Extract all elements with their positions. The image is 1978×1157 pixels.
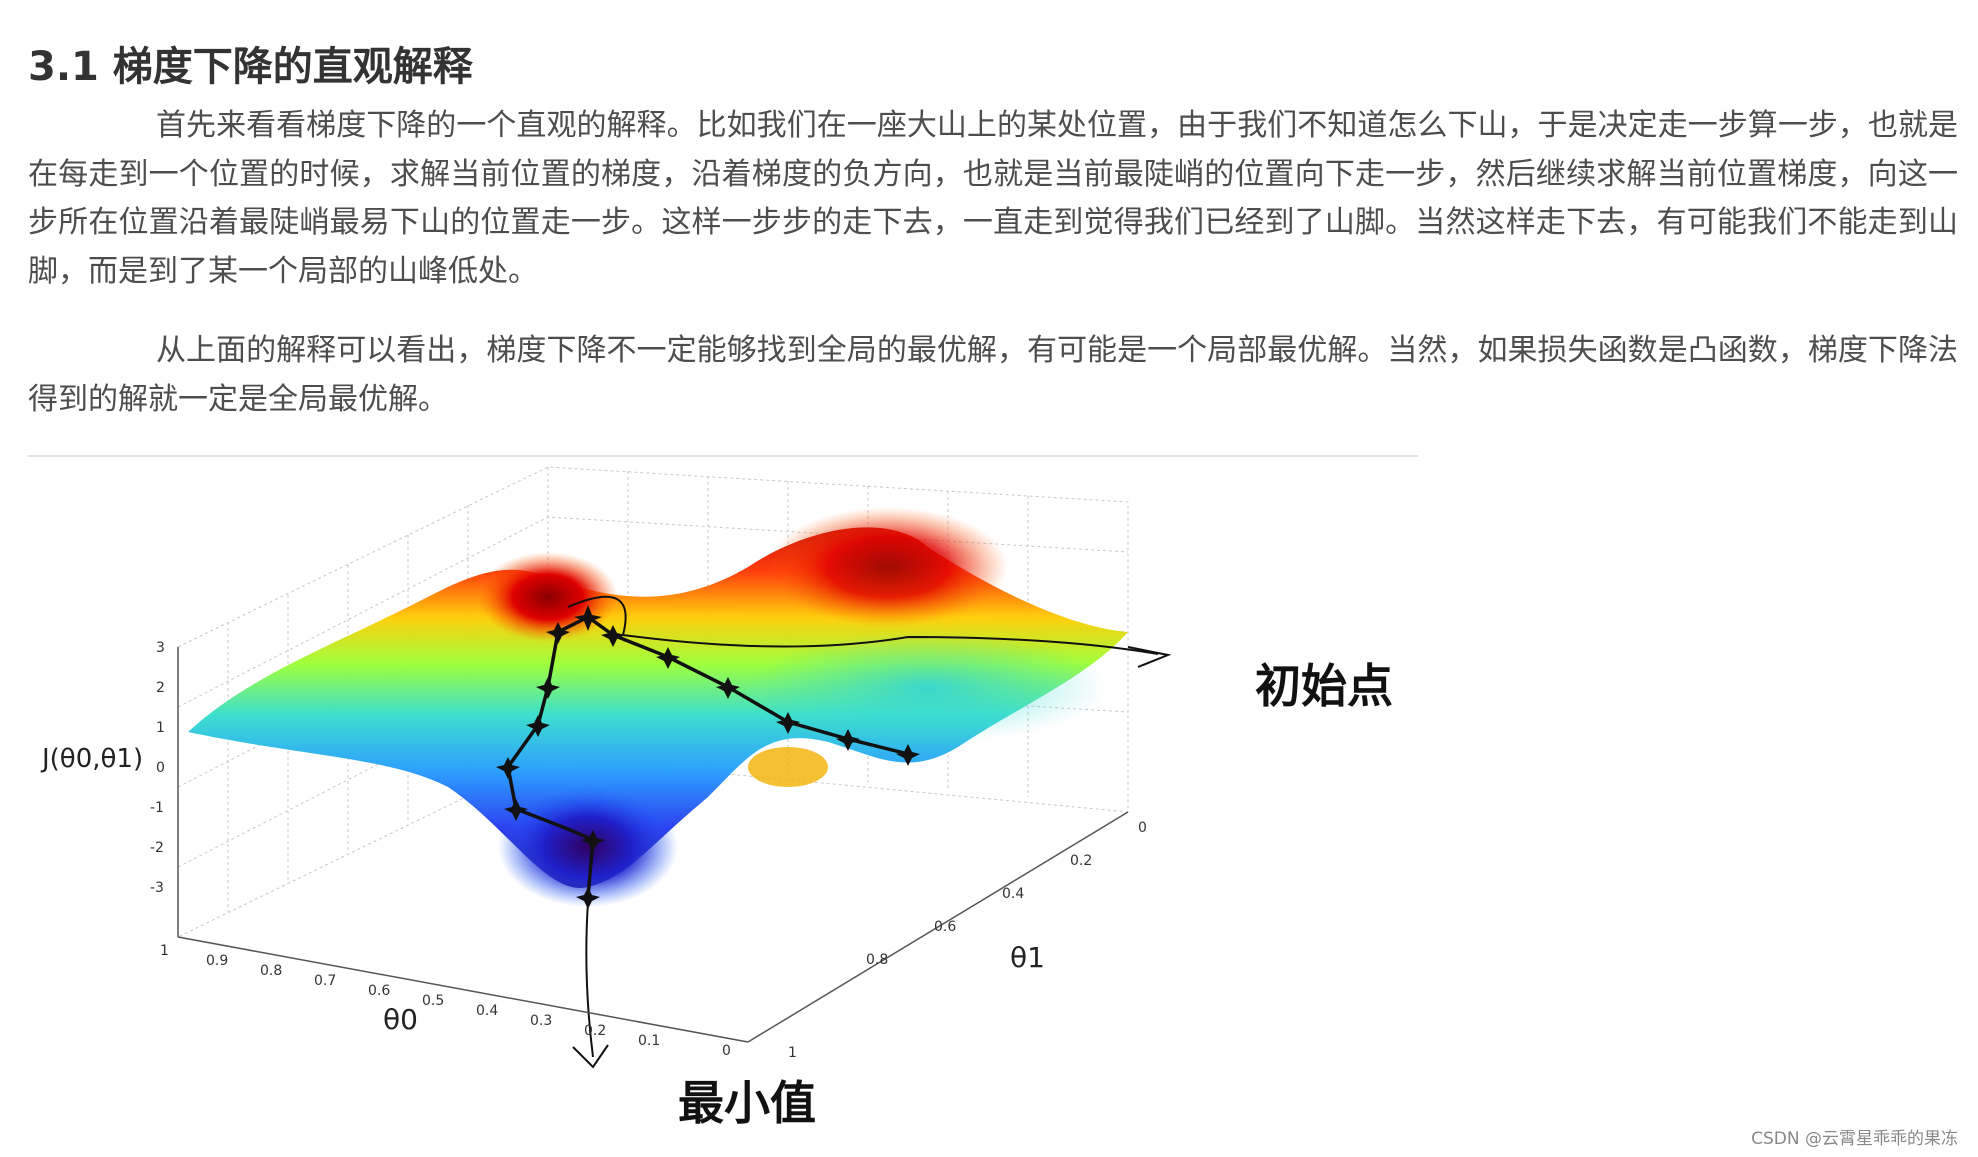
x-tick: 0.5 bbox=[422, 993, 444, 1009]
x-tick: 0.9 bbox=[206, 953, 228, 969]
y-tick: 0.8 bbox=[866, 952, 888, 968]
z-tick: 3 bbox=[156, 640, 165, 656]
x-tick: 0.6 bbox=[368, 983, 390, 999]
y-axis-label: θ1 bbox=[1010, 941, 1045, 974]
path-markers bbox=[496, 605, 920, 909]
z-axis-label: J(θ0,θ1) bbox=[40, 744, 143, 774]
x-tick: 0.2 bbox=[584, 1023, 606, 1039]
x-tick: 0.8 bbox=[260, 963, 282, 979]
paragraph-local-optimum: 从上面的解释可以看出，梯度下降不一定能够找到全局的最优解，有可能是一个局部最优解… bbox=[28, 333, 1958, 417]
y-tick: 0.6 bbox=[934, 919, 956, 935]
surface-plot: 3 2 1 0 -1 -2 -3 1 0.9 0.8 0.7 0.6 0.5 0… bbox=[40, 466, 1393, 1130]
z-tick: -1 bbox=[150, 800, 164, 816]
z-tick: 1 bbox=[156, 720, 165, 736]
x-tick: 0.1 bbox=[638, 1033, 660, 1049]
z-tick: 0 bbox=[156, 760, 165, 776]
minimum-arrow bbox=[572, 901, 609, 1069]
paragraph-intuition: 首先来看看梯度下降的一个直观的解释。比如我们在一座大山上的某处位置，由于我们不知… bbox=[28, 108, 1958, 289]
x-axis-label: θ0 bbox=[383, 1003, 418, 1036]
minimum-label: 最小值 bbox=[678, 1076, 816, 1130]
axis-lines bbox=[177, 647, 1129, 1043]
x-tick: 0.3 bbox=[530, 1013, 552, 1029]
y-tick: 1 bbox=[788, 1045, 797, 1061]
cost-surface bbox=[188, 507, 1128, 907]
x-tick: 0 bbox=[722, 1043, 731, 1059]
x-tick: 1 bbox=[160, 943, 169, 959]
z-tick: 2 bbox=[156, 680, 165, 696]
y-tick: 0 bbox=[1138, 820, 1147, 836]
divider bbox=[28, 455, 1418, 457]
watermark: CSDN @云霄星乖乖的果冻 bbox=[1751, 1129, 1958, 1149]
start-point-label: 初始点 bbox=[1255, 659, 1393, 713]
x-tick: 0.7 bbox=[314, 973, 336, 989]
x-tick: 0.4 bbox=[476, 1003, 498, 1019]
section-heading: 3.1 梯度下降的直观解释 bbox=[28, 44, 473, 90]
z-tick: -2 bbox=[150, 840, 164, 856]
z-tick: -3 bbox=[150, 880, 164, 896]
y-tick: 0.2 bbox=[1070, 853, 1092, 869]
y-tick: 0.4 bbox=[1002, 886, 1024, 902]
gradient-descent-figure: 3 2 1 0 -1 -2 -3 1 0.9 0.8 0.7 0.6 0.5 0… bbox=[28, 457, 1978, 1157]
